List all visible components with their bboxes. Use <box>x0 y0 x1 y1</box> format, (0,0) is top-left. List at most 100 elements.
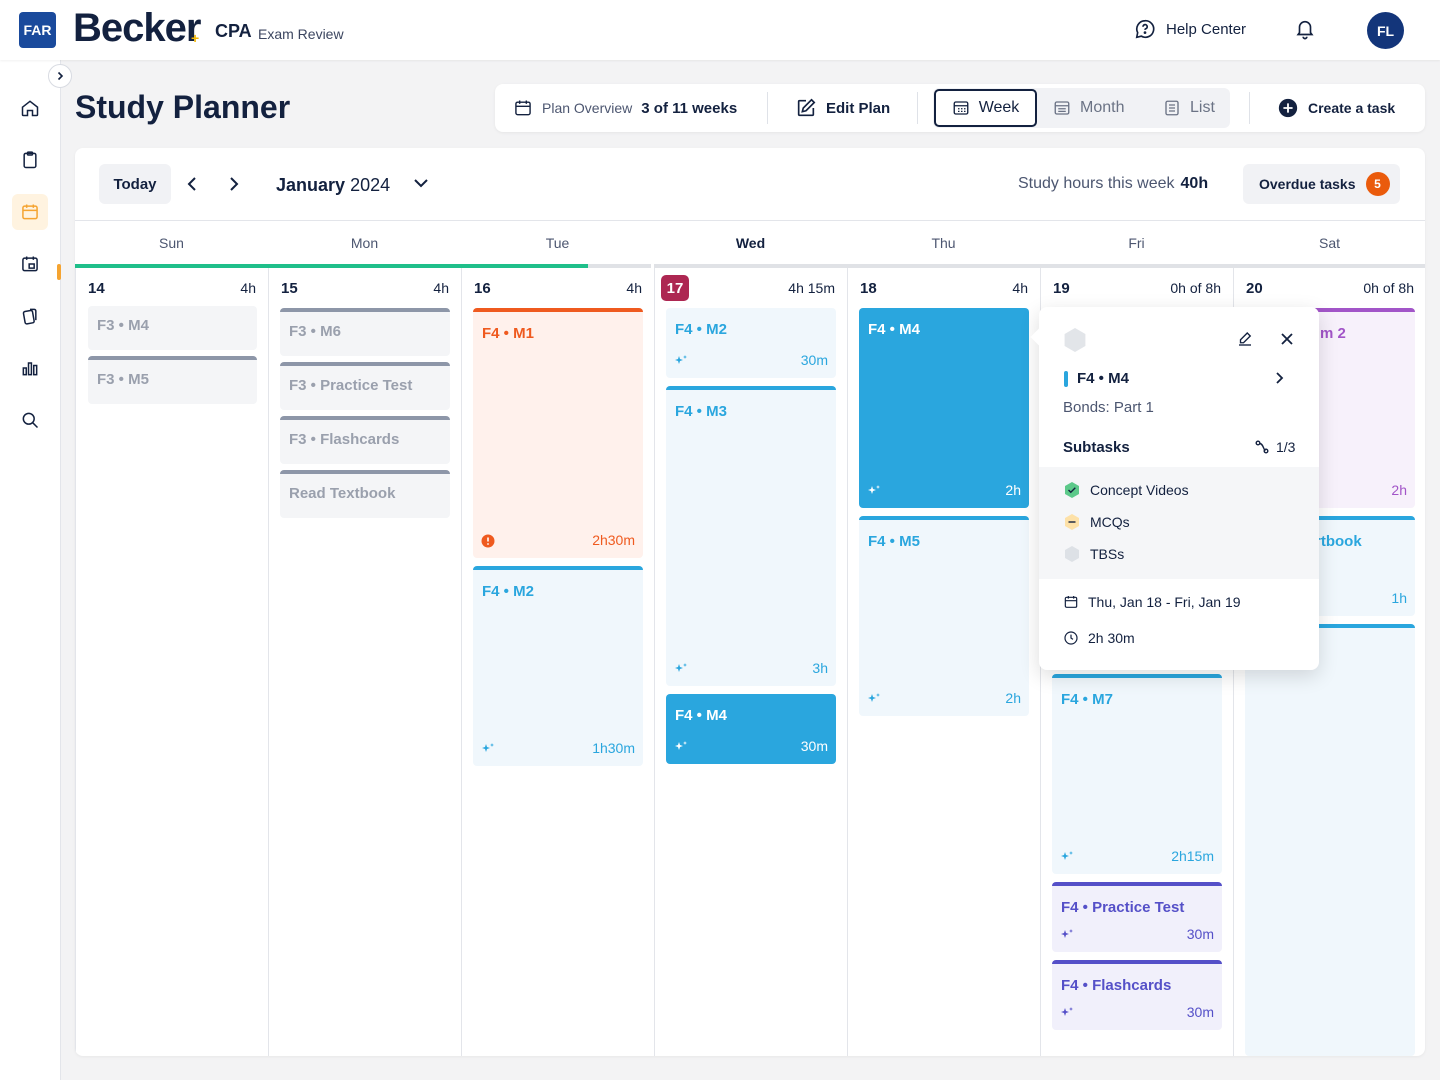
sidebar-active-marker <box>57 264 61 280</box>
day-hours: 4h 15m <box>788 280 835 296</box>
task-card[interactable]: F3 • M6 <box>280 308 450 356</box>
task-duration: 30m <box>1186 1004 1214 1020</box>
sidebar-item-home[interactable] <box>12 90 48 126</box>
month-view-icon <box>1053 99 1071 117</box>
sidebar <box>0 60 61 1080</box>
task-card-selected[interactable]: F4 • M4 30m <box>666 694 836 764</box>
subtask-item[interactable]: Concept Videos <box>1063 481 1189 499</box>
home-icon <box>20 98 40 118</box>
task-card[interactable]: F3 • M4 <box>88 306 257 350</box>
overdue-count-badge: 5 <box>1365 172 1390 196</box>
task-duration: 2h <box>1005 482 1021 498</box>
prev-week-button[interactable] <box>185 175 201 193</box>
task-label: Read Textbook <box>289 485 396 502</box>
plan-overview-value: 3 of 11 weeks <box>641 99 738 117</box>
sidebar-item-search[interactable] <box>12 402 48 438</box>
sidebar-item-performance[interactable] <box>12 350 48 386</box>
day-column-wed: 17 4h 15m F4 • M2 30m F4 • M3 3h F4 • M4… <box>654 268 847 1056</box>
task-card[interactable]: F4 • Flashcards 30m <box>1052 960 1222 1030</box>
today-button[interactable]: Today <box>99 164 171 204</box>
subtask-item[interactable]: MCQs <box>1063 513 1130 531</box>
create-task-label: Create a task <box>1308 100 1396 116</box>
task-card[interactable]: F4 • M3 3h <box>666 386 836 686</box>
day-column-fri: 19 0h of 8h F4 • M7 2h15m F4 • Practice … <box>1040 268 1233 1056</box>
month-picker[interactable]: January 2024 <box>276 175 390 196</box>
day-number: 20 <box>1246 280 1263 297</box>
study-hours: Study hours this week 40h <box>1018 175 1208 193</box>
open-task-button[interactable] <box>1273 371 1285 385</box>
task-card[interactable]: F3 • Practice Test <box>280 362 450 410</box>
subtask-item[interactable]: TBSs <box>1063 545 1124 563</box>
chevron-right-icon <box>1273 371 1285 385</box>
subtask-list: Concept Videos MCQs TBSs <box>1039 467 1319 579</box>
sparkle-icon <box>674 740 688 754</box>
task-card-selected[interactable]: F4 • M4 2h <box>859 308 1029 508</box>
toolbar-divider <box>1249 92 1250 124</box>
task-label: F4 • M3 <box>675 403 727 420</box>
task-card[interactable]: F3 • Flashcards <box>280 416 450 464</box>
task-label: F4 • Practice Test <box>1061 899 1185 916</box>
brand-logo[interactable]: Becker <box>73 6 201 50</box>
sidebar-item-study-planner[interactable] <box>12 194 48 230</box>
week-progress-track-rest <box>654 264 1425 268</box>
day-hours: 4h <box>626 280 642 296</box>
planner-toolbar: Plan Overview 3 of 11 weeks Edit Plan We… <box>495 84 1425 132</box>
sidebar-item-schedule[interactable] <box>12 246 48 282</box>
plan-overview-button[interactable]: Plan Overview 3 of 11 weeks <box>513 84 737 132</box>
edit-plan-button[interactable]: Edit Plan <box>795 84 890 132</box>
sidebar-expand-button[interactable] <box>48 64 72 88</box>
overdue-tasks-button[interactable]: Overdue tasks 5 <box>1243 164 1400 204</box>
calendar-icon <box>20 202 40 222</box>
help-center-link[interactable]: Help Center <box>1134 18 1246 40</box>
task-card[interactable]: F4 • M7 2h15m <box>1052 674 1222 874</box>
user-avatar[interactable]: FL <box>1367 12 1404 49</box>
task-label: F4 • M4 <box>675 707 727 724</box>
task-label: F3 • M4 <box>97 317 149 334</box>
task-card[interactable] <box>1245 624 1415 1056</box>
view-month-label: Month <box>1080 99 1125 116</box>
subtasks-heading: Subtasks <box>1063 439 1130 456</box>
task-card-overdue[interactable]: F4 • M1 2h30m <box>473 308 643 558</box>
overdue-tasks-label: Overdue tasks <box>1259 176 1356 192</box>
task-label: m 2 <box>1320 325 1346 342</box>
create-task-button[interactable]: Create a task <box>1277 84 1395 132</box>
task-label: F3 • Practice Test <box>289 377 413 394</box>
view-month-button[interactable]: Month <box>1053 88 1124 128</box>
notifications-bell-icon[interactable] <box>1294 18 1316 40</box>
pencil-icon <box>1236 330 1254 348</box>
day-number: 14 <box>88 280 105 297</box>
task-card[interactable]: F4 • M5 2h <box>859 516 1029 716</box>
sidebar-item-flashcards[interactable] <box>12 298 48 334</box>
task-card[interactable]: F3 • M5 <box>88 356 257 404</box>
sidebar-item-tasks[interactable] <box>12 142 48 178</box>
task-card[interactable]: Read Textbook <box>280 470 450 518</box>
alert-icon <box>481 534 495 548</box>
bar-chart-icon <box>20 358 40 378</box>
date-range-text: Thu, Jan 18 - Fri, Jan 19 <box>1088 594 1241 610</box>
day-column-sun: 14 4h F3 • M4 F3 • M5 <box>75 268 268 1056</box>
day-hours: 4h <box>433 280 449 296</box>
popover-task-title: F4 • M4 <box>1077 370 1129 387</box>
month-dropdown-button[interactable] <box>412 174 430 192</box>
subtask-label: MCQs <box>1090 514 1130 530</box>
sparkle-icon <box>1060 928 1074 942</box>
edit-task-button[interactable] <box>1236 330 1254 348</box>
chevron-down-icon <box>412 174 430 192</box>
view-list-button[interactable]: List <box>1163 88 1215 128</box>
view-week-button[interactable]: Week <box>934 89 1037 127</box>
task-label: rtbook <box>1315 533 1362 550</box>
next-week-button[interactable] <box>225 175 241 193</box>
close-popover-button[interactable] <box>1279 331 1295 347</box>
task-card[interactable]: F4 • M2 30m <box>666 308 836 378</box>
duration-text: 2h 30m <box>1088 630 1135 646</box>
search-icon <box>20 410 40 430</box>
sparkle-icon <box>1060 850 1074 864</box>
clipboard-icon <box>20 150 40 170</box>
plus-circle-icon <box>1277 97 1299 119</box>
task-card[interactable]: F4 • Practice Test 30m <box>1052 882 1222 952</box>
chevron-right-icon <box>55 71 65 81</box>
task-card[interactable]: F4 • M2 1h30m <box>473 566 643 766</box>
task-label: F3 • Flashcards <box>289 431 400 448</box>
calendar-icon <box>513 98 533 118</box>
calendar-refresh-icon <box>20 254 40 274</box>
